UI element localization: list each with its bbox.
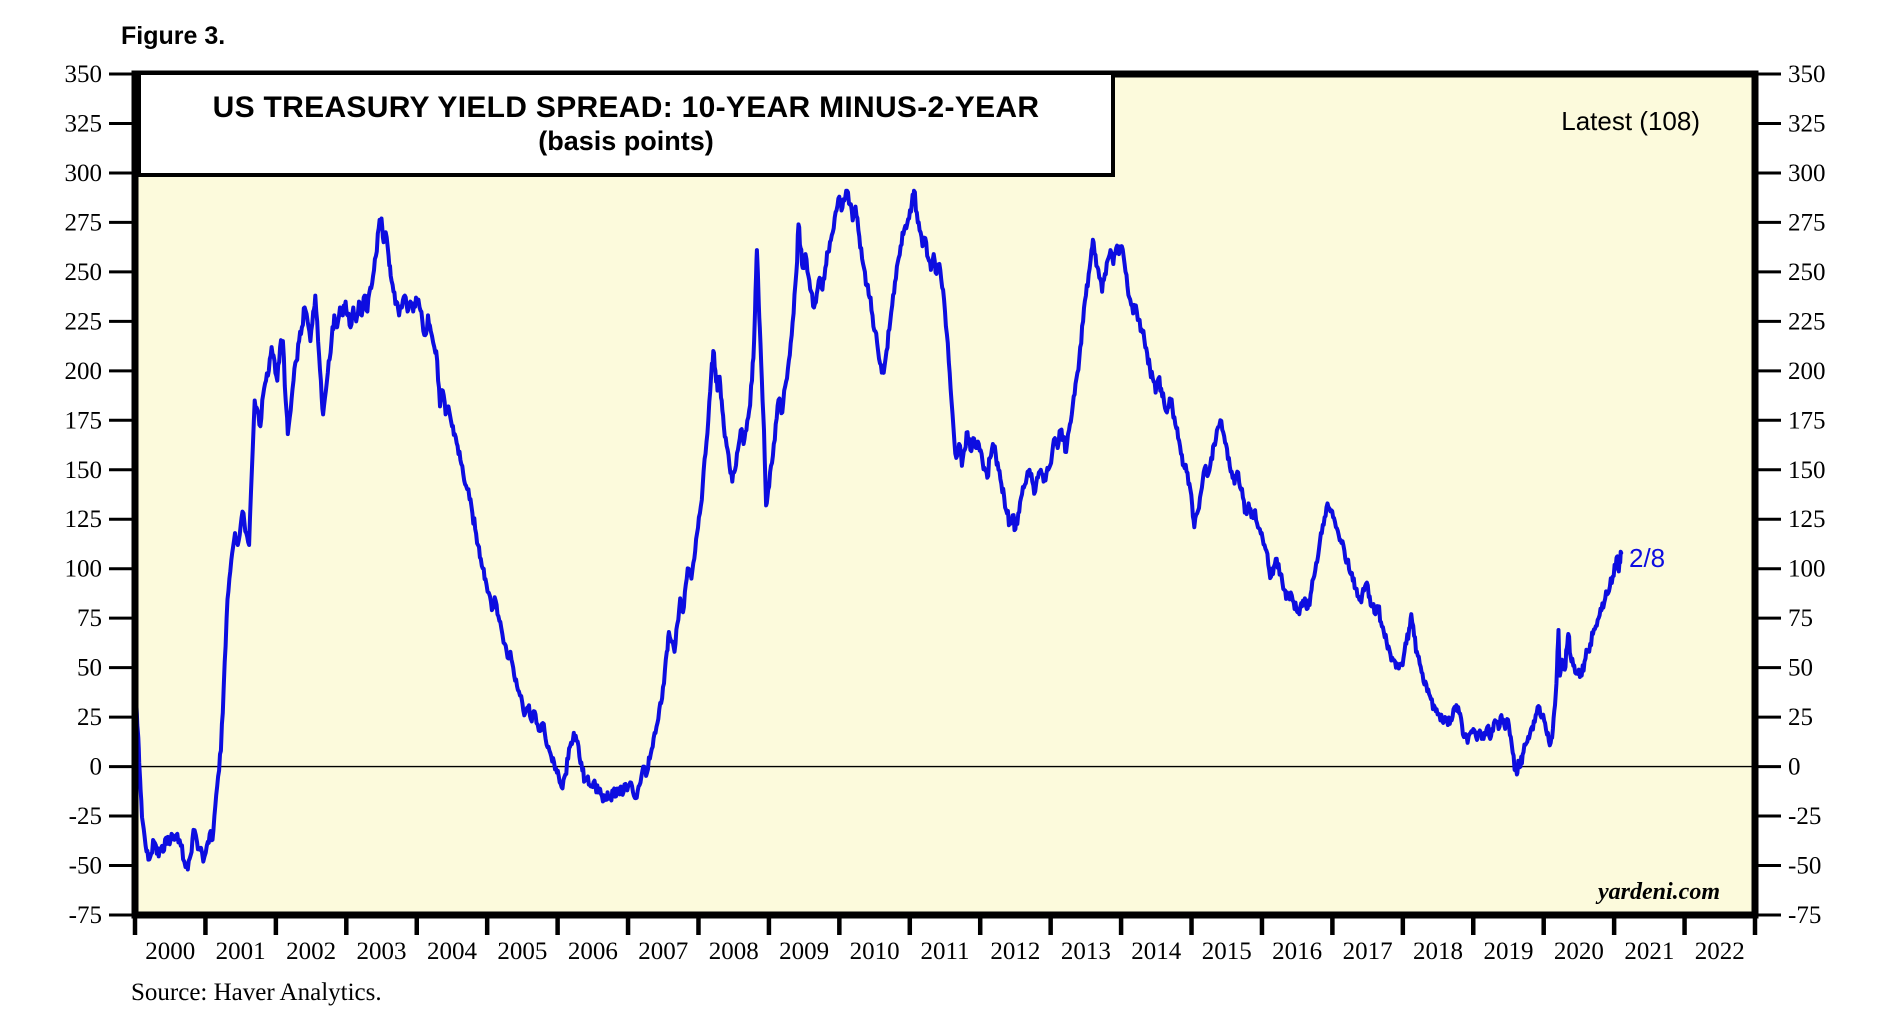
svg-text:2010: 2010 [850, 938, 900, 965]
svg-text:-50: -50 [69, 853, 102, 880]
last-point-date-label: 2/8 [1629, 543, 1666, 573]
svg-text:250: 250 [65, 259, 103, 286]
svg-text:275: 275 [1788, 209, 1826, 236]
svg-text:2019: 2019 [1483, 938, 1533, 965]
svg-text:2017: 2017 [1343, 938, 1393, 965]
svg-text:350: 350 [1788, 61, 1826, 88]
yardeni-watermark: yardeni.com [1598, 879, 1720, 905]
svg-text:300: 300 [65, 160, 103, 187]
svg-text:175: 175 [1788, 407, 1826, 434]
svg-text:-25: -25 [69, 803, 102, 830]
svg-text:0: 0 [90, 754, 103, 781]
svg-text:2020: 2020 [1554, 938, 1604, 965]
svg-text:275: 275 [65, 209, 103, 236]
svg-text:125: 125 [1788, 506, 1826, 533]
svg-text:325: 325 [1788, 110, 1826, 137]
svg-text:50: 50 [1788, 655, 1813, 682]
plot-area [135, 74, 1755, 915]
chart-title-box: US TREASURY YIELD SPREAD: 10-YEAR MINUS-… [137, 71, 1115, 177]
svg-text:2021: 2021 [1624, 938, 1674, 965]
svg-text:2015: 2015 [1202, 938, 1252, 965]
svg-text:-25: -25 [1788, 803, 1821, 830]
svg-text:300: 300 [1788, 160, 1826, 187]
svg-text:250: 250 [1788, 259, 1826, 286]
svg-text:2011: 2011 [920, 938, 969, 965]
x-axis-ticks: 2000 2001 2002 2003 2004 2005 2006 2007 2008 2009… [132, 917, 1758, 965]
svg-text:225: 225 [1788, 308, 1826, 335]
svg-text:-75: -75 [69, 902, 102, 929]
svg-text:2003: 2003 [357, 938, 407, 965]
chart-title: US TREASURY YIELD SPREAD: 10-YEAR MINUS-… [212, 91, 1040, 124]
chart-subtitle: (basis points) [538, 126, 714, 156]
source-note: Source: Haver Analytics. [131, 979, 382, 1006]
svg-text:200: 200 [65, 358, 103, 385]
svg-text:2006: 2006 [568, 938, 618, 965]
svg-text:100: 100 [1788, 556, 1826, 583]
svg-text:0: 0 [1788, 754, 1801, 781]
svg-text:2004: 2004 [427, 938, 478, 965]
svg-text:25: 25 [1788, 704, 1813, 731]
svg-text:2016: 2016 [1272, 938, 1322, 965]
svg-text:-50: -50 [1788, 853, 1821, 880]
figure-number-label: Figure 3. [121, 22, 226, 50]
svg-text:75: 75 [77, 605, 102, 632]
svg-text:2001: 2001 [216, 938, 266, 965]
svg-text:25: 25 [77, 704, 102, 731]
svg-text:350: 350 [65, 61, 103, 88]
svg-text:150: 150 [1788, 457, 1826, 484]
svg-text:2002: 2002 [286, 938, 336, 965]
svg-text:2000: 2000 [145, 938, 195, 965]
svg-text:100: 100 [65, 556, 103, 583]
svg-text:175: 175 [65, 407, 103, 434]
svg-text:2014: 2014 [1131, 938, 1182, 965]
svg-text:2009: 2009 [779, 938, 829, 965]
svg-text:2005: 2005 [497, 938, 547, 965]
svg-text:2007: 2007 [638, 938, 688, 965]
svg-text:2012: 2012 [990, 938, 1040, 965]
latest-value-label: Latest (108) [1561, 106, 1700, 136]
svg-text:125: 125 [65, 506, 103, 533]
svg-text:50: 50 [77, 655, 102, 682]
svg-text:200: 200 [1788, 358, 1826, 385]
svg-text:-75: -75 [1788, 902, 1821, 929]
svg-text:75: 75 [1788, 605, 1813, 632]
svg-text:2022: 2022 [1695, 938, 1745, 965]
svg-text:2018: 2018 [1413, 938, 1463, 965]
spread-line-series [135, 188, 1624, 872]
svg-text:225: 225 [65, 308, 103, 335]
svg-text:150: 150 [65, 457, 103, 484]
svg-text:2008: 2008 [709, 938, 759, 965]
svg-text:2013: 2013 [1061, 938, 1111, 965]
svg-text:325: 325 [65, 110, 103, 137]
